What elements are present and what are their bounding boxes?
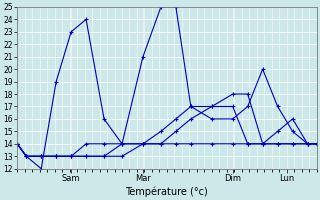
X-axis label: Température (°c): Température (°c) xyxy=(125,186,208,197)
